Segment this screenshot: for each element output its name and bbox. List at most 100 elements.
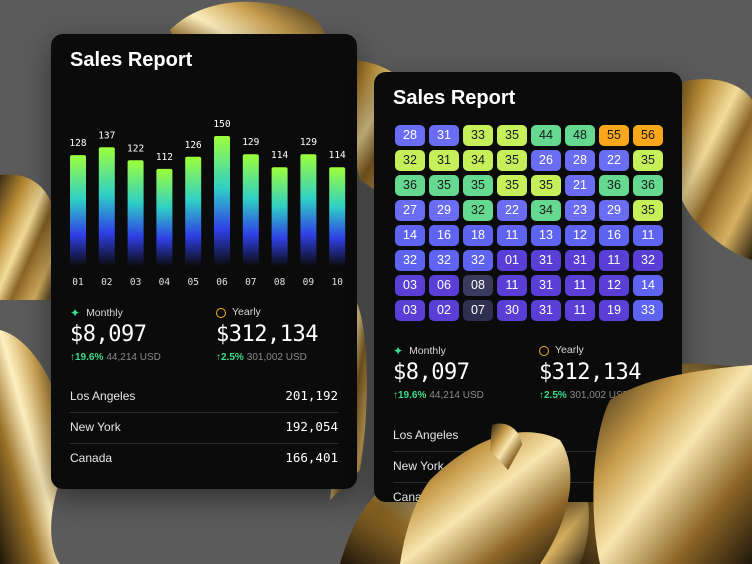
heatmap-cell[interactable]: 16 [599, 225, 629, 246]
heatmap-cell[interactable]: 26 [531, 150, 561, 171]
heatmap-cell[interactable]: 32 [633, 250, 663, 271]
bar[interactable] [329, 167, 346, 266]
region-row-canada[interactable]: Canada 166,401 [70, 450, 338, 465]
heatmap-cell[interactable]: 16 [429, 225, 459, 246]
heatmap-cell[interactable]: 18 [463, 225, 493, 246]
heatmap-cell[interactable]: 34 [463, 150, 493, 171]
bar-value-label: 129 [300, 137, 317, 148]
sales-report-heatmap-card: Sales Report 28 31 33 35 44 48 55 56 32 31 34 35 26 2… [374, 72, 682, 502]
yearly-delta: ↑2.5% 301,002 USD [539, 390, 630, 401]
heatmap-cell[interactable]: 32 [395, 150, 425, 171]
heatmap-cell[interactable]: 13 [531, 225, 561, 246]
bar[interactable] [214, 136, 230, 266]
heatmap-cell[interactable]: 29 [599, 200, 629, 221]
heatmap-cell[interactable]: 35 [429, 175, 459, 196]
medal-icon [539, 346, 549, 356]
heatmap-cell[interactable]: 11 [497, 225, 527, 246]
heatmap-cell[interactable]: 07 [463, 300, 493, 321]
region-row-los-angeles[interactable]: Los Angeles 201,192 [70, 381, 338, 413]
heatmap-cell[interactable]: 44 [531, 125, 561, 146]
bar-value-label: 122 [127, 143, 144, 154]
heatmap-cell[interactable]: 12 [565, 225, 595, 246]
heatmap-cell[interactable]: 34 [531, 200, 561, 221]
heatmap-cell[interactable]: 33 [463, 125, 493, 146]
heatmap-cell[interactable]: 19 [599, 300, 629, 321]
monthly-label: ✦ Monthly [70, 306, 123, 320]
heatmap-cell[interactable]: 28 [565, 150, 595, 171]
heatmap-cell[interactable]: 48 [565, 125, 595, 146]
heatmap-cell[interactable]: 22 [599, 150, 629, 171]
monthly-delta: ↑19.6% 44,214 USD [393, 390, 484, 401]
yearly-delta: ↑2.5% 301,002 USD [216, 352, 307, 363]
x-tick-label: 01 [72, 277, 84, 288]
heatmap-cell[interactable]: 21 [565, 175, 595, 196]
bar-value-label: 137 [98, 130, 115, 141]
heatmap-cell[interactable]: 36 [633, 175, 663, 196]
region-row-canada[interactable]: Canada [393, 490, 436, 502]
heatmap-cell[interactable]: 33 [633, 300, 663, 321]
heatmap-cell[interactable]: 28 [395, 125, 425, 146]
heatmap-cell[interactable]: 56 [633, 125, 663, 146]
heatmap-cell[interactable]: 27 [395, 200, 425, 221]
bar-value-label: 128 [69, 138, 86, 149]
heatmap-cell[interactable]: 11 [633, 225, 663, 246]
heatmap-cell[interactable]: 35 [497, 125, 527, 146]
heatmap-cell[interactable]: 11 [497, 275, 527, 296]
bar[interactable] [271, 167, 288, 266]
heatmap-cell[interactable]: 14 [633, 275, 663, 296]
heatmap-cell[interactable]: 31 [531, 250, 561, 271]
heatmap-cell[interactable]: 35 [633, 150, 663, 171]
heatmap-cell[interactable]: 14 [395, 225, 425, 246]
bar-value-label: 126 [185, 140, 202, 151]
heatmap-cell[interactable]: 55 [599, 125, 629, 146]
monthly-value: $8,097 [70, 322, 147, 347]
heatmap-cell[interactable]: 31 [531, 300, 561, 321]
heatmap-cell[interactable]: 11 [599, 250, 629, 271]
heatmap-cell[interactable]: 06 [429, 275, 459, 296]
heatmap-cell[interactable]: 35 [497, 175, 527, 196]
heatmap-cell[interactable]: 01 [497, 250, 527, 271]
bar[interactable] [242, 154, 259, 266]
heatmap-cell[interactable]: 35 [463, 175, 493, 196]
monthly-delta: ↑19.6% 44,214 USD [70, 352, 161, 363]
heatmap-cell[interactable]: 31 [531, 275, 561, 296]
bar[interactable] [98, 147, 115, 266]
heatmap-cell[interactable]: 29 [429, 200, 459, 221]
heatmap-cell[interactable]: 36 [395, 175, 425, 196]
heatmap-cell[interactable]: 30 [497, 300, 527, 321]
heatmap-cell[interactable]: 22 [497, 200, 527, 221]
card-title: Sales Report [393, 87, 516, 109]
bar[interactable] [185, 156, 202, 266]
bar[interactable] [300, 154, 317, 266]
heatmap-cell[interactable]: 35 [497, 150, 527, 171]
heatmap-cell[interactable]: 23 [565, 200, 595, 221]
heatmap-cell[interactable]: 12 [599, 275, 629, 296]
heatmap-cell[interactable]: 32 [395, 250, 425, 271]
heatmap-cell[interactable]: 08 [463, 275, 493, 296]
bar[interactable] [156, 168, 173, 266]
region-row-new-york[interactable]: New York [393, 451, 663, 483]
bar[interactable] [70, 155, 86, 266]
bar[interactable] [127, 160, 144, 266]
heatmap-cell[interactable]: 11 [565, 275, 595, 296]
region-row-los-angeles[interactable]: Los Angeles 20 [393, 420, 663, 452]
heatmap-cell[interactable]: 36 [599, 175, 629, 196]
heatmap-cell[interactable]: 35 [531, 175, 561, 196]
heatmap-cell[interactable]: 31 [429, 150, 459, 171]
heatmap-cell[interactable]: 11 [565, 300, 595, 321]
heatmap-cell[interactable]: 03 [395, 275, 425, 296]
heatmap-cell[interactable]: 31 [565, 250, 595, 271]
arrow-up-icon: ↑ [393, 390, 398, 401]
heatmap-cell[interactable]: 31 [429, 125, 459, 146]
region-row-new-york[interactable]: New York 192,054 [70, 412, 338, 444]
heatmap-cell[interactable]: 32 [463, 200, 493, 221]
sparkle-icon: ✦ [70, 306, 81, 320]
x-tick-label: 10 [331, 277, 343, 288]
heatmap-cell[interactable]: 03 [395, 300, 425, 321]
heatmap-cell[interactable]: 32 [463, 250, 493, 271]
heatmap-cell[interactable]: 32 [429, 250, 459, 271]
arrow-up-icon: ↑ [216, 352, 221, 363]
bar-chart: 128 01 137 02 122 03 112 04 126 05 150 06 129 07 114 08… [69, 119, 346, 288]
heatmap-cell[interactable]: 35 [633, 200, 663, 221]
heatmap-cell[interactable]: 02 [429, 300, 459, 321]
